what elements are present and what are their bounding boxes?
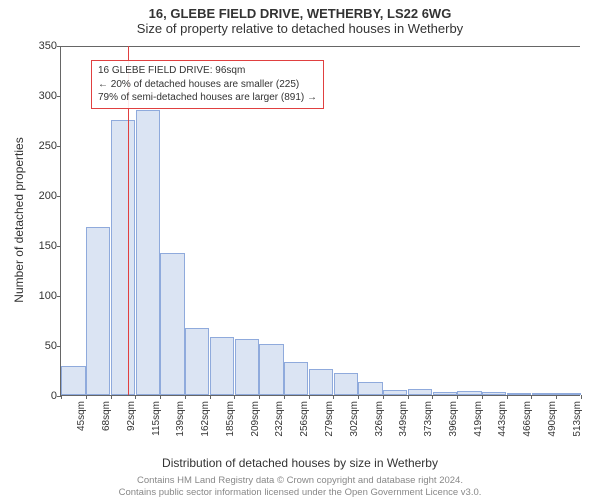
y-tick-label: 300 bbox=[39, 90, 57, 102]
histogram-bar bbox=[408, 389, 432, 395]
x-tick-mark bbox=[210, 395, 211, 399]
histogram-bar bbox=[136, 110, 160, 395]
callout-line: 79% of semi-detached houses are larger (… bbox=[98, 91, 317, 105]
callout-box: 16 GLEBE FIELD DRIVE: 96sqm← 20% of deta… bbox=[91, 60, 324, 109]
x-tick-label: 279sqm bbox=[324, 401, 335, 437]
x-tick-mark bbox=[482, 395, 483, 399]
plot: 05010015020025030035045sqm68sqm92sqm115s… bbox=[60, 46, 580, 396]
x-tick-label: 45sqm bbox=[76, 401, 87, 431]
histogram-bar bbox=[160, 253, 184, 395]
callout-line: ← 20% of detached houses are smaller (22… bbox=[98, 78, 317, 92]
histogram-bar bbox=[556, 393, 580, 395]
x-tick-mark bbox=[383, 395, 384, 399]
y-axis-label: Number of detached properties bbox=[12, 137, 26, 302]
histogram-bar bbox=[532, 393, 556, 395]
histogram-bar bbox=[210, 337, 234, 395]
x-tick-mark bbox=[507, 395, 508, 399]
callout-line: 16 GLEBE FIELD DRIVE: 96sqm bbox=[98, 64, 317, 78]
histogram-bar bbox=[334, 373, 358, 395]
histogram-bar bbox=[86, 227, 110, 395]
page-title: 16, GLEBE FIELD DRIVE, WETHERBY, LS22 6W… bbox=[0, 0, 600, 21]
histogram-bar bbox=[284, 362, 308, 395]
y-tick-mark bbox=[57, 346, 61, 347]
histogram-bar bbox=[235, 339, 259, 395]
x-tick-label: 256sqm bbox=[299, 401, 310, 437]
y-tick-label: 350 bbox=[39, 40, 57, 52]
x-tick-mark bbox=[160, 395, 161, 399]
y-tick-label: 50 bbox=[45, 340, 57, 352]
footer-line-1: Contains HM Land Registry data © Crown c… bbox=[0, 475, 600, 487]
y-tick-mark bbox=[57, 296, 61, 297]
x-tick-label: 209sqm bbox=[250, 401, 261, 437]
x-tick-label: 373sqm bbox=[423, 401, 434, 437]
x-tick-mark bbox=[111, 395, 112, 399]
x-tick-mark bbox=[333, 395, 334, 399]
x-tick-mark bbox=[284, 395, 285, 399]
y-tick-mark bbox=[57, 146, 61, 147]
chart-container: 16, GLEBE FIELD DRIVE, WETHERBY, LS22 6W… bbox=[0, 0, 600, 500]
x-tick-label: 185sqm bbox=[225, 401, 236, 437]
x-tick-mark bbox=[259, 395, 260, 399]
histogram-bar bbox=[358, 382, 382, 395]
x-tick-mark bbox=[457, 395, 458, 399]
x-tick-label: 443sqm bbox=[497, 401, 508, 437]
histogram-bar bbox=[507, 393, 531, 395]
x-tick-mark bbox=[531, 395, 532, 399]
histogram-bar bbox=[259, 344, 283, 395]
histogram-bar bbox=[482, 392, 506, 395]
histogram-bar bbox=[457, 391, 481, 395]
x-tick-label: 92sqm bbox=[126, 401, 137, 431]
x-tick-label: 302sqm bbox=[349, 401, 360, 437]
y-tick-mark bbox=[57, 246, 61, 247]
footer: Contains HM Land Registry data © Crown c… bbox=[0, 475, 600, 499]
x-tick-label: 232sqm bbox=[274, 401, 285, 437]
histogram-bar bbox=[309, 369, 333, 395]
x-tick-label: 68sqm bbox=[101, 401, 112, 431]
x-tick-mark bbox=[86, 395, 87, 399]
x-tick-mark bbox=[556, 395, 557, 399]
y-tick-mark bbox=[57, 96, 61, 97]
histogram-bar bbox=[433, 392, 457, 395]
x-tick-mark bbox=[185, 395, 186, 399]
histogram-bar bbox=[185, 328, 209, 395]
x-tick-label: 139sqm bbox=[175, 401, 186, 437]
chart-subtitle: Size of property relative to detached ho… bbox=[0, 21, 600, 40]
histogram-bar bbox=[383, 390, 407, 395]
x-tick-mark bbox=[135, 395, 136, 399]
x-tick-label: 419sqm bbox=[473, 401, 484, 437]
x-tick-label: 162sqm bbox=[200, 401, 211, 437]
y-tick-label: 150 bbox=[39, 240, 57, 252]
footer-line-2: Contains public sector information licen… bbox=[0, 487, 600, 499]
histogram-bar bbox=[111, 120, 135, 395]
plot-area: 05010015020025030035045sqm68sqm92sqm115s… bbox=[60, 46, 580, 396]
x-tick-label: 513sqm bbox=[572, 401, 583, 437]
x-tick-mark bbox=[358, 395, 359, 399]
grid-line bbox=[61, 46, 580, 47]
x-tick-label: 115sqm bbox=[151, 401, 162, 436]
x-tick-label: 349sqm bbox=[398, 401, 409, 437]
x-tick-label: 326sqm bbox=[374, 401, 385, 437]
y-tick-label: 200 bbox=[39, 190, 57, 202]
y-tick-mark bbox=[57, 196, 61, 197]
x-tick-mark bbox=[234, 395, 235, 399]
x-tick-mark bbox=[432, 395, 433, 399]
x-tick-mark bbox=[581, 395, 582, 399]
x-tick-label: 466sqm bbox=[522, 401, 533, 437]
y-tick-label: 100 bbox=[39, 290, 57, 302]
histogram-bar bbox=[61, 366, 85, 395]
x-tick-mark bbox=[309, 395, 310, 399]
x-tick-label: 396sqm bbox=[448, 401, 459, 437]
x-axis-label: Distribution of detached houses by size … bbox=[0, 456, 600, 470]
x-tick-mark bbox=[408, 395, 409, 399]
x-tick-label: 490sqm bbox=[547, 401, 558, 437]
x-tick-mark bbox=[61, 395, 62, 399]
y-tick-label: 250 bbox=[39, 140, 57, 152]
